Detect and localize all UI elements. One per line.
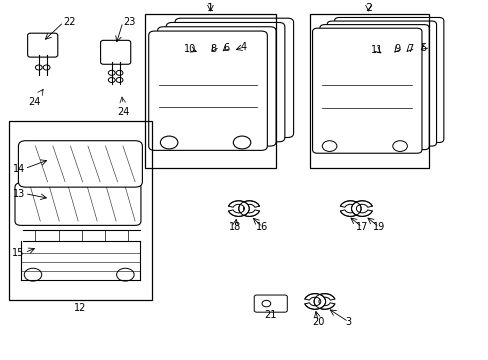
FancyBboxPatch shape (148, 31, 267, 150)
Text: 6: 6 (223, 43, 229, 53)
Bar (309, 14, 428, 167)
Text: 18: 18 (229, 222, 241, 232)
Text: 12: 12 (74, 303, 86, 313)
FancyBboxPatch shape (312, 28, 421, 153)
FancyBboxPatch shape (254, 295, 287, 312)
Polygon shape (304, 294, 325, 309)
Text: 15: 15 (12, 248, 25, 257)
FancyBboxPatch shape (157, 27, 276, 146)
Text: 8: 8 (210, 44, 217, 54)
FancyBboxPatch shape (319, 24, 428, 150)
Text: 10: 10 (184, 44, 196, 54)
Polygon shape (351, 201, 371, 216)
FancyBboxPatch shape (19, 141, 142, 187)
FancyBboxPatch shape (326, 21, 436, 146)
Text: 4: 4 (240, 42, 246, 52)
Text: 2: 2 (364, 3, 371, 13)
Text: 5: 5 (420, 43, 426, 53)
Text: 17: 17 (355, 222, 367, 232)
Text: 20: 20 (311, 317, 324, 327)
Polygon shape (228, 201, 249, 216)
FancyBboxPatch shape (334, 18, 443, 143)
Text: 23: 23 (122, 17, 135, 27)
Text: 14: 14 (13, 163, 25, 174)
Text: 21: 21 (264, 310, 276, 320)
Text: 1: 1 (206, 3, 214, 13)
FancyBboxPatch shape (28, 33, 58, 57)
Text: 3: 3 (345, 317, 351, 327)
FancyBboxPatch shape (101, 40, 130, 64)
FancyBboxPatch shape (15, 183, 141, 225)
FancyBboxPatch shape (175, 18, 293, 138)
Text: 11: 11 (370, 45, 383, 55)
Polygon shape (313, 294, 334, 309)
Text: 22: 22 (63, 17, 76, 27)
Text: 24: 24 (117, 107, 129, 117)
Text: 16: 16 (256, 222, 268, 232)
Bar (9, 121, 152, 300)
Text: 7: 7 (406, 44, 412, 54)
FancyBboxPatch shape (166, 22, 285, 142)
Text: 9: 9 (393, 44, 399, 54)
Bar (144, 14, 276, 167)
Text: 19: 19 (372, 222, 385, 232)
Text: 24: 24 (28, 97, 41, 107)
Polygon shape (238, 201, 259, 216)
Text: 13: 13 (13, 189, 25, 199)
Polygon shape (340, 201, 360, 216)
